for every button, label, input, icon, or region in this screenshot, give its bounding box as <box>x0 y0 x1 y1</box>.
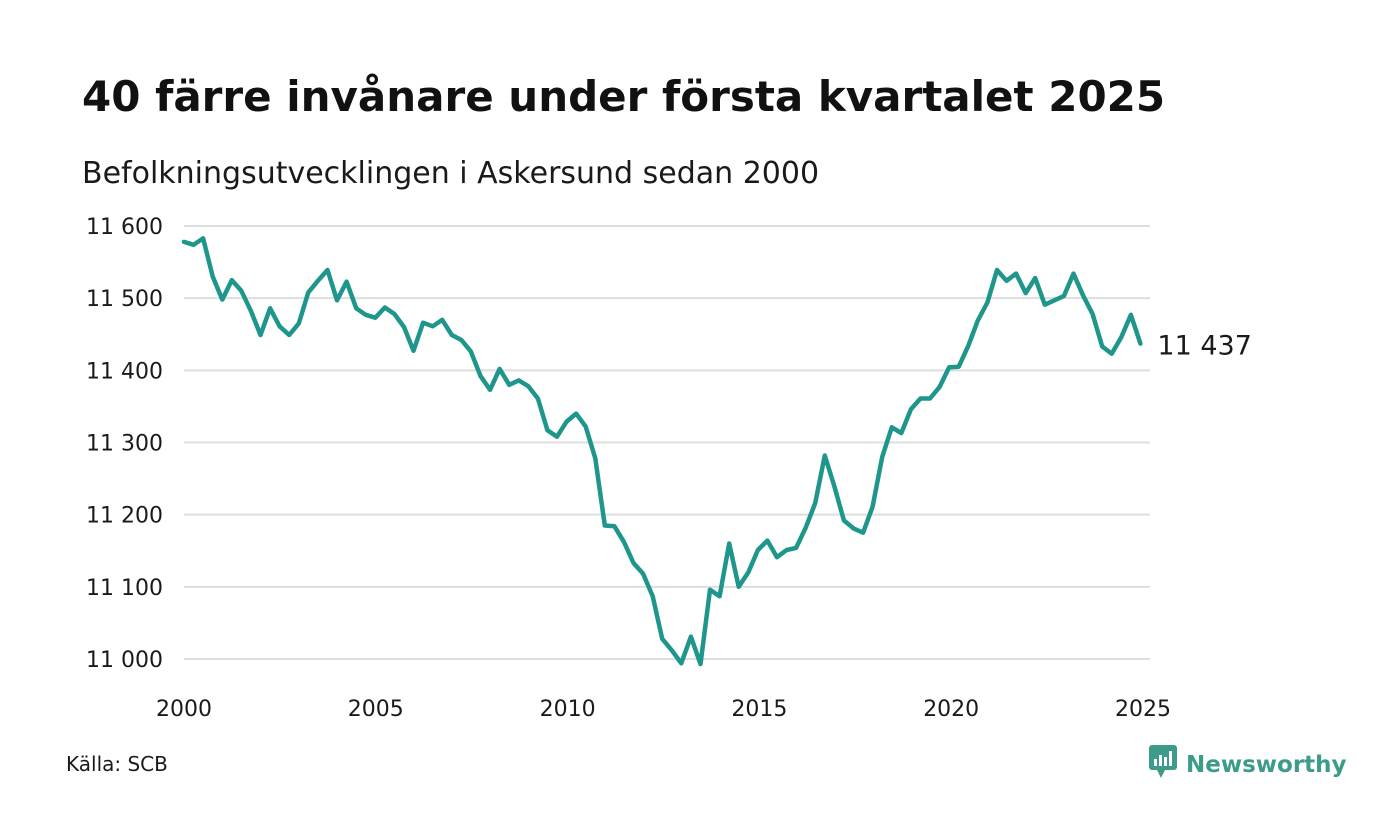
x-tick-label: 2025 <box>1115 697 1171 722</box>
y-tick-label: 11 300 <box>86 432 163 457</box>
y-tick-label: 11 100 <box>86 576 163 601</box>
newsworthy-brand[interactable]: Newsworthy <box>1148 744 1347 785</box>
x-axis-tick-labels: 2000 2005 2010 2015 2020 2025 <box>156 697 1171 722</box>
x-tick-label: 2015 <box>731 697 787 722</box>
chart-subtitle: Befolkningsutvecklingen i Askersund seda… <box>82 156 820 191</box>
x-tick-label: 2020 <box>923 697 979 722</box>
x-tick-label: 2005 <box>348 697 404 722</box>
x-tick-label: 2000 <box>156 697 212 722</box>
newsworthy-logo-icon <box>1148 744 1178 785</box>
source-label: Källa: SCB <box>66 752 168 776</box>
y-tick-label: 11 000 <box>86 648 163 673</box>
y-tick-label: 11 400 <box>86 359 163 384</box>
chart-title: 40 färre invånare under första kvartalet… <box>82 72 1166 121</box>
gridlines <box>184 225 1150 660</box>
y-tick-label: 11 500 <box>86 287 163 312</box>
brand-name: Newsworthy <box>1186 751 1347 778</box>
y-axis-tick-labels: 11 000 11 100 11 200 11 300 11 400 11 500 11 6… <box>86 215 163 673</box>
y-tick-label: 11 600 <box>86 215 163 240</box>
x-tick-label: 2010 <box>540 697 596 722</box>
population-series-line <box>181 236 1143 667</box>
y-tick-label: 11 200 <box>86 504 163 529</box>
end-value-label: 11 437 <box>1157 331 1251 362</box>
